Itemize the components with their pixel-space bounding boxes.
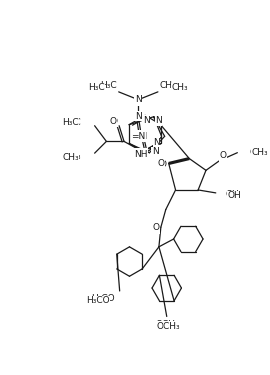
Text: O: O [219,152,226,161]
Text: O: O [111,117,118,126]
Text: H₃C: H₃C [100,81,117,90]
Text: N: N [135,95,142,104]
Text: O: O [153,223,160,232]
Text: N: N [155,116,162,125]
Text: N: N [135,96,142,105]
Text: H₃C: H₃C [62,118,79,127]
Text: NH: NH [134,148,147,158]
Text: CH₃: CH₃ [249,148,266,157]
Text: N: N [143,116,150,125]
Text: CH₃: CH₃ [251,148,268,157]
Text: H₃C: H₃C [88,84,105,93]
Text: N: N [155,116,162,125]
Text: H₃CO: H₃CO [86,296,110,305]
Text: CH₃: CH₃ [172,84,188,93]
Text: OH: OH [226,190,239,200]
Text: CH₃: CH₃ [64,152,81,160]
Text: N: N [153,138,160,147]
Text: H₃C: H₃C [64,118,81,127]
Text: N: N [152,147,159,156]
Text: O: O [110,117,117,126]
Text: N: N [135,112,142,121]
Text: O: O [157,159,164,168]
Text: N: N [153,139,160,148]
Text: CH₃: CH₃ [62,153,79,162]
Text: CH₃: CH₃ [160,81,177,90]
Text: N: N [143,116,150,125]
Text: =N: =N [131,132,146,141]
Text: OCH₃: OCH₃ [156,320,180,329]
Text: O: O [159,160,166,169]
Text: O: O [219,151,226,160]
Text: H₃CO: H₃CO [91,294,115,303]
Text: =N: =N [133,132,147,141]
Text: OCH₃: OCH₃ [157,322,181,331]
Text: OH: OH [228,191,241,200]
Text: N: N [152,147,159,156]
Text: O: O [153,225,160,234]
Text: N: N [135,130,142,140]
Text: N: N [135,96,142,105]
Text: NH: NH [134,150,147,159]
